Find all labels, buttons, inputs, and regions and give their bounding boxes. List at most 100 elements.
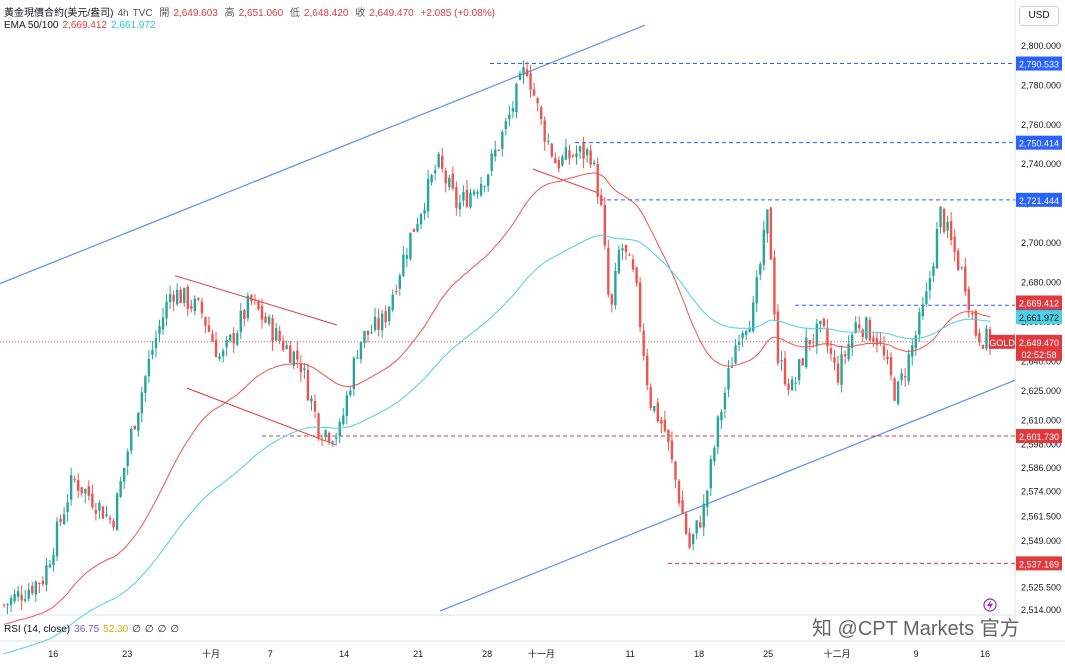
candle-body xyxy=(221,350,225,357)
candle-body xyxy=(737,341,741,345)
candle-body xyxy=(48,564,52,568)
candle-body xyxy=(759,264,762,275)
ema-legend[interactable]: EMA 50/100 2,669.412 2,661.972 xyxy=(4,20,159,31)
candle-body xyxy=(373,316,377,331)
candle-body xyxy=(596,163,599,198)
candle-body xyxy=(303,368,306,371)
candle-body xyxy=(607,247,610,295)
candle-body xyxy=(918,312,921,335)
candle-body xyxy=(313,401,317,412)
candle-body xyxy=(455,186,458,208)
candle-body xyxy=(642,330,645,356)
candle-body xyxy=(557,159,561,169)
candle-body xyxy=(794,382,797,384)
candle-body xyxy=(479,183,483,196)
candle-body xyxy=(684,513,688,534)
candle-body xyxy=(797,359,801,381)
price-tag-label: 2,649.470 xyxy=(1019,338,1059,348)
candle-body xyxy=(819,320,822,324)
candle-body xyxy=(727,368,730,390)
candle-body xyxy=(402,254,405,277)
candle-body xyxy=(45,565,48,585)
candle-body xyxy=(822,318,826,326)
rsi-legend[interactable]: RSI (14, close) 36.75 52.30 ∅ ∅ ∅ ∅ xyxy=(4,624,183,635)
rsi-extra-1: ∅ xyxy=(144,624,154,635)
y-tick-label: 2,760.000 xyxy=(1021,120,1061,130)
candle-body xyxy=(327,432,331,442)
candle-body xyxy=(257,300,260,310)
candle-body xyxy=(787,383,790,390)
y-tick-label: 2,610.000 xyxy=(1021,416,1061,426)
candle-body xyxy=(359,341,363,360)
candle-body xyxy=(324,430,327,438)
candle-body xyxy=(395,290,398,293)
candle-body xyxy=(370,332,373,334)
candle-body xyxy=(638,282,642,328)
candle-body xyxy=(879,342,882,344)
symbol-name[interactable]: 黃金現價合約(美元/盎司) xyxy=(4,8,114,19)
x-tick-label: 16 xyxy=(48,649,58,659)
candle-body xyxy=(41,580,45,585)
candle-body xyxy=(426,178,430,212)
candle-body xyxy=(186,286,189,309)
candle-body xyxy=(204,317,207,326)
candle-body xyxy=(161,317,165,330)
candle-body xyxy=(98,502,101,511)
candle-body xyxy=(840,354,843,385)
candle-body xyxy=(437,154,440,168)
candle-body xyxy=(716,416,720,447)
candle-body xyxy=(384,311,387,323)
chart-header: 黃金現價合約(美元/盎司) 4h TVC 開 2,649.603 高 2,651.060… xyxy=(4,4,499,19)
candle-body xyxy=(144,376,147,394)
candle-body xyxy=(886,356,889,359)
x-tick-label: 9 xyxy=(914,649,919,659)
candle-body xyxy=(942,208,946,232)
candle-body xyxy=(147,358,151,377)
candle-body xyxy=(331,441,334,443)
candle-body xyxy=(476,192,479,194)
y-tick-label: 2,574.000 xyxy=(1021,487,1061,497)
y-tick-label: 2,800.000 xyxy=(1021,41,1061,51)
candle-body xyxy=(953,236,956,252)
x-tick-label: 十月 xyxy=(202,648,220,659)
candle-body xyxy=(38,582,41,584)
candle-body xyxy=(695,520,698,534)
candle-body xyxy=(441,155,444,169)
candle-body xyxy=(126,451,129,466)
candle-body xyxy=(416,224,419,232)
candle-body xyxy=(631,259,635,270)
candle-body xyxy=(868,319,872,341)
candle-body xyxy=(448,177,451,188)
candle-body xyxy=(108,517,112,520)
candle-body xyxy=(985,328,988,349)
interval-label[interactable]: 4h xyxy=(117,8,129,19)
candle-body xyxy=(52,554,55,566)
price-tag-label: 2,661.972 xyxy=(1019,313,1059,323)
candle-body xyxy=(112,520,115,528)
candle-body xyxy=(271,318,274,342)
candle-body xyxy=(939,206,942,228)
candle-body xyxy=(858,324,861,329)
candle-body xyxy=(699,522,702,528)
candle-body xyxy=(140,392,144,414)
candle-body xyxy=(896,381,900,404)
x-tick-label: 23 xyxy=(122,649,132,659)
rsi-ma-value: 52.30 xyxy=(103,624,129,635)
trend-line-upper xyxy=(0,24,646,285)
open-value: 2,649.603 xyxy=(173,8,218,19)
candle-body xyxy=(444,170,447,184)
level-price-tag: 2,601.730 xyxy=(1019,432,1059,442)
candle-body xyxy=(706,490,709,508)
candle-body xyxy=(165,301,168,319)
high-value: 2,651.060 xyxy=(238,8,284,19)
low-label: 低 xyxy=(289,8,300,19)
candle-body xyxy=(253,299,257,301)
candle-body xyxy=(105,514,108,517)
currency-selector[interactable]: USD xyxy=(1019,6,1059,26)
symbol-tag-bg xyxy=(989,334,1015,349)
y-tick-label: 2,640.000 xyxy=(1021,357,1061,367)
candle-body xyxy=(130,428,133,451)
candle-body xyxy=(84,489,87,494)
candle-body xyxy=(752,302,755,332)
